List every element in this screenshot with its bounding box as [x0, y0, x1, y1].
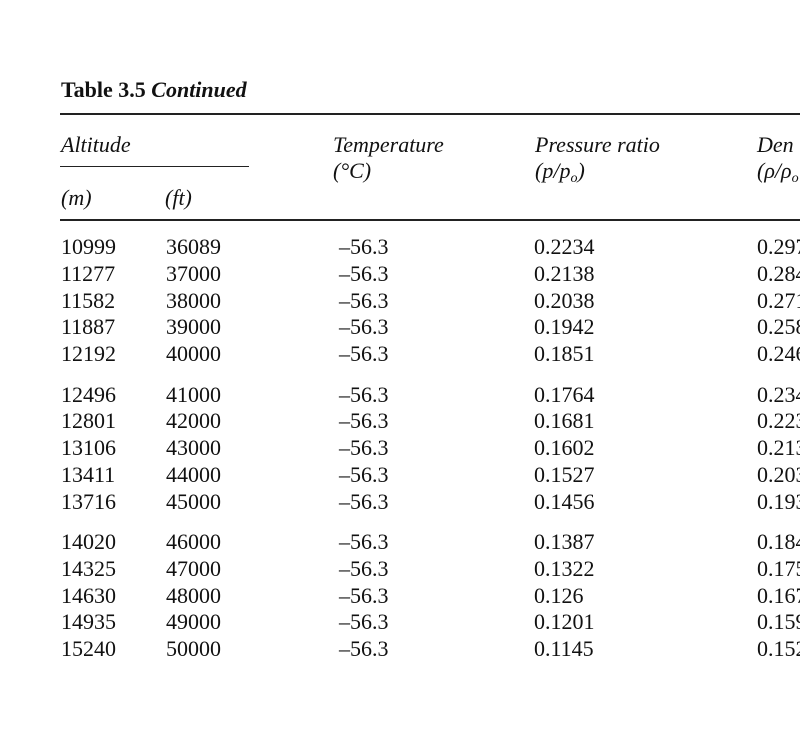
temperature-cell: –56.3 [339, 636, 389, 662]
pressure-unit: (p/po) [535, 158, 585, 186]
density-cell: 0.152 [757, 636, 800, 662]
feet-cell: 38000 [166, 287, 221, 313]
temperature-cell: –56.3 [339, 260, 389, 286]
feet-cell: 37000 [166, 260, 221, 286]
meters-cell: 10999 [61, 234, 116, 259]
unit-sub: o [570, 171, 578, 186]
feet-cell: 46000 [166, 529, 221, 554]
pressure-cell: 0.1942 [534, 314, 595, 340]
feet-cell: 36089 [166, 234, 221, 259]
density-cell: 0.167 [757, 582, 800, 608]
feet-cell: 49000 [166, 609, 221, 635]
meters-cell: 13716 [61, 488, 116, 514]
temperature-cell: –56.3 [339, 341, 389, 367]
pressure-cell: 0.1201 [534, 609, 595, 635]
pressure-cell: 0.1851 [534, 341, 595, 367]
pressure-cell: 0.1527 [534, 461, 595, 487]
unit-text: (p/p [535, 158, 571, 183]
feet-cell: 47000 [166, 555, 221, 581]
density-cell: 0.246 [757, 341, 800, 367]
temperature-cell: –56.3 [339, 488, 389, 514]
meters-cell: 14325 [61, 555, 116, 581]
meters-cell: 11887 [61, 314, 116, 340]
unit-text: ) [577, 158, 585, 183]
pressure-cell: 0.126 [534, 582, 584, 608]
temperature-cell: –56.3 [339, 529, 389, 554]
table-label: Table 3.5 [61, 77, 146, 102]
meters-cell: 12192 [61, 341, 116, 367]
feet-cell: 48000 [166, 582, 221, 608]
pressure-cell: 0.1681 [534, 408, 595, 434]
feet-cell: 39000 [166, 314, 221, 340]
density-cell: 0.175 [757, 555, 800, 581]
pressure-header: Pressure ratio [535, 132, 660, 157]
pressure-cell: 0.1322 [534, 555, 595, 581]
density-cell: 0.223 [757, 408, 800, 434]
top-rule [60, 113, 800, 115]
table-status: Continued [151, 77, 247, 102]
temperature-unit: (°C) [333, 158, 372, 183]
meters-cell: 15240 [61, 636, 116, 662]
density-cell: 0.193 [757, 488, 800, 514]
feet-header: (ft) [165, 185, 192, 210]
density-cell: 0.213 [757, 435, 800, 461]
pressure-cell: 0.1145 [534, 636, 594, 662]
temperature-header: Temperature [333, 132, 444, 157]
density-cell: 0.203 [757, 461, 800, 487]
meters-header: (m) [61, 185, 92, 210]
density-cell: 0.234 [757, 381, 800, 407]
density-cell: 0.297 [757, 234, 800, 259]
temperature-cell: –56.3 [339, 314, 389, 340]
temperature-cell: –56.3 [339, 408, 389, 434]
feet-cell: 41000 [166, 381, 221, 407]
pressure-cell: 0.1602 [534, 435, 595, 461]
temperature-cell: –56.3 [339, 582, 389, 608]
meters-cell: 11582 [61, 287, 116, 313]
feet-cell: 42000 [166, 408, 221, 434]
pressure-cell: 0.2234 [534, 234, 595, 259]
temperature-cell: –56.3 [339, 461, 389, 487]
density-cell: 0.159 [757, 609, 800, 635]
meters-cell: 14020 [61, 529, 116, 554]
density-cell: 0.258 [757, 314, 800, 340]
temperature-cell: –56.3 [339, 555, 389, 581]
pressure-cell: 0.1764 [534, 381, 595, 407]
feet-cell: 43000 [166, 435, 221, 461]
density-cell: 0.271 [757, 287, 800, 313]
pressure-cell: 0.2038 [534, 287, 595, 313]
temperature-cell: –56.3 [339, 234, 389, 259]
meters-cell: 14630 [61, 582, 116, 608]
altitude-rule [60, 166, 249, 168]
header-rule [60, 219, 800, 221]
meters-cell: 12496 [61, 381, 116, 407]
pressure-cell: 0.1456 [534, 488, 595, 514]
pressure-cell: 0.2138 [534, 260, 595, 286]
meters-cell: 13411 [61, 461, 116, 487]
feet-cell: 40000 [166, 341, 221, 367]
temperature-cell: –56.3 [339, 381, 389, 407]
feet-cell: 50000 [166, 636, 221, 662]
pressure-cell: 0.1387 [534, 529, 595, 554]
temperature-cell: –56.3 [339, 435, 389, 461]
meters-cell: 11277 [61, 260, 116, 286]
density-cell: 0.184 [757, 529, 800, 554]
table-title: Table 3.5 Continued [61, 79, 247, 101]
altitude-header: Altitude [61, 132, 131, 157]
density-header: Den [757, 132, 794, 157]
feet-cell: 44000 [166, 461, 221, 487]
temperature-cell: –56.3 [339, 287, 389, 313]
unit-sub: o [791, 171, 799, 186]
density-unit: (ρ/ρo [757, 158, 799, 186]
feet-cell: 45000 [166, 488, 221, 514]
meters-cell: 14935 [61, 609, 116, 635]
unit-text: (ρ/ρ [757, 158, 792, 183]
meters-cell: 12801 [61, 408, 116, 434]
temperature-cell: –56.3 [339, 609, 389, 635]
meters-cell: 13106 [61, 435, 116, 461]
density-cell: 0.284 [757, 260, 800, 286]
